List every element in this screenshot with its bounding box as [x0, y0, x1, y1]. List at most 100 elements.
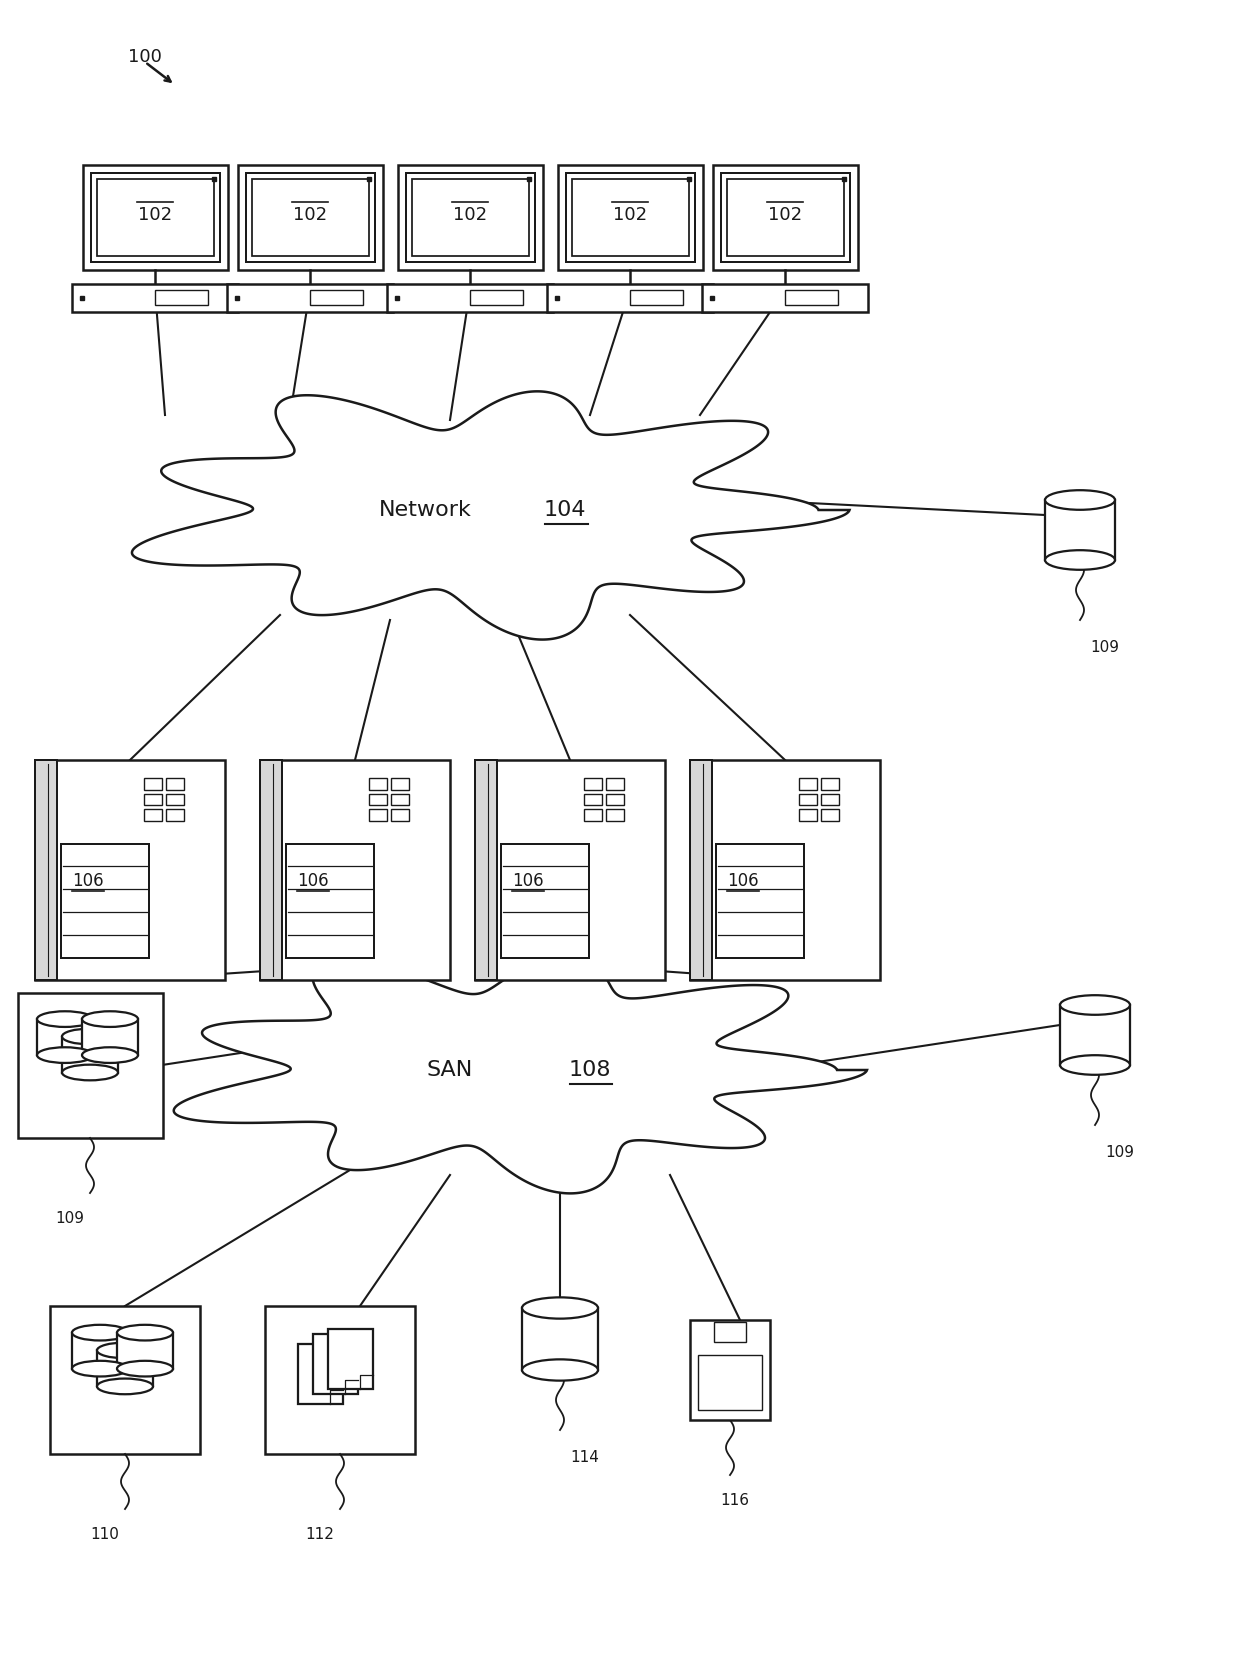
- FancyBboxPatch shape: [144, 794, 162, 805]
- FancyBboxPatch shape: [298, 1344, 343, 1404]
- Text: 104: 104: [544, 500, 587, 520]
- Text: 106: 106: [512, 873, 544, 889]
- Ellipse shape: [1060, 995, 1130, 1015]
- FancyBboxPatch shape: [405, 173, 534, 262]
- FancyBboxPatch shape: [391, 779, 409, 790]
- FancyBboxPatch shape: [475, 760, 497, 980]
- FancyBboxPatch shape: [286, 844, 374, 958]
- FancyBboxPatch shape: [246, 173, 374, 262]
- Text: 106: 106: [728, 873, 759, 889]
- FancyBboxPatch shape: [715, 844, 804, 958]
- FancyBboxPatch shape: [310, 290, 363, 305]
- FancyBboxPatch shape: [558, 164, 703, 270]
- FancyBboxPatch shape: [412, 180, 529, 257]
- FancyBboxPatch shape: [572, 180, 689, 257]
- FancyBboxPatch shape: [144, 809, 162, 821]
- Ellipse shape: [522, 1297, 598, 1319]
- FancyBboxPatch shape: [370, 794, 387, 805]
- FancyBboxPatch shape: [1060, 1005, 1130, 1066]
- Text: 109: 109: [56, 1212, 84, 1227]
- Ellipse shape: [1060, 1055, 1130, 1076]
- Text: 102: 102: [138, 206, 172, 225]
- FancyBboxPatch shape: [606, 809, 624, 821]
- FancyBboxPatch shape: [312, 1334, 358, 1394]
- FancyBboxPatch shape: [329, 1329, 373, 1389]
- FancyBboxPatch shape: [800, 809, 817, 821]
- Ellipse shape: [62, 1064, 118, 1081]
- Ellipse shape: [82, 1047, 138, 1062]
- FancyBboxPatch shape: [702, 284, 868, 312]
- Ellipse shape: [522, 1359, 598, 1381]
- FancyBboxPatch shape: [714, 1322, 746, 1342]
- FancyBboxPatch shape: [398, 164, 543, 270]
- Ellipse shape: [82, 1012, 138, 1027]
- Text: 109: 109: [1090, 639, 1118, 654]
- FancyBboxPatch shape: [260, 760, 281, 980]
- FancyBboxPatch shape: [606, 794, 624, 805]
- Text: SAN: SAN: [427, 1060, 474, 1081]
- FancyBboxPatch shape: [1045, 500, 1115, 560]
- FancyBboxPatch shape: [91, 173, 219, 262]
- FancyBboxPatch shape: [370, 809, 387, 821]
- FancyBboxPatch shape: [689, 1321, 770, 1420]
- FancyBboxPatch shape: [117, 1332, 174, 1369]
- FancyBboxPatch shape: [785, 290, 838, 305]
- Ellipse shape: [97, 1342, 153, 1358]
- Text: 100: 100: [128, 49, 162, 65]
- Text: 108: 108: [569, 1060, 611, 1081]
- FancyBboxPatch shape: [370, 779, 387, 790]
- FancyBboxPatch shape: [62, 1037, 118, 1072]
- FancyBboxPatch shape: [630, 290, 683, 305]
- Ellipse shape: [37, 1012, 93, 1027]
- Ellipse shape: [72, 1326, 128, 1341]
- Text: 102: 102: [453, 206, 487, 225]
- FancyBboxPatch shape: [19, 993, 162, 1138]
- FancyBboxPatch shape: [37, 1019, 93, 1055]
- FancyBboxPatch shape: [97, 1351, 153, 1386]
- Ellipse shape: [117, 1326, 174, 1341]
- Ellipse shape: [37, 1047, 93, 1062]
- FancyBboxPatch shape: [522, 1307, 598, 1369]
- Text: Network: Network: [378, 500, 471, 520]
- FancyBboxPatch shape: [166, 809, 185, 821]
- FancyBboxPatch shape: [265, 1305, 415, 1455]
- FancyBboxPatch shape: [35, 760, 224, 980]
- FancyBboxPatch shape: [83, 164, 228, 270]
- Polygon shape: [131, 391, 849, 639]
- FancyBboxPatch shape: [698, 1356, 763, 1410]
- FancyBboxPatch shape: [727, 180, 844, 257]
- Text: 106: 106: [72, 873, 104, 889]
- FancyBboxPatch shape: [584, 809, 603, 821]
- FancyBboxPatch shape: [50, 1305, 200, 1455]
- FancyBboxPatch shape: [391, 809, 409, 821]
- Text: 116: 116: [720, 1493, 749, 1509]
- Text: 102: 102: [613, 206, 647, 225]
- Text: 110: 110: [91, 1527, 119, 1542]
- Ellipse shape: [1045, 490, 1115, 510]
- FancyBboxPatch shape: [584, 794, 603, 805]
- FancyBboxPatch shape: [821, 809, 839, 821]
- Polygon shape: [174, 956, 867, 1193]
- FancyBboxPatch shape: [821, 779, 839, 790]
- FancyBboxPatch shape: [565, 173, 694, 262]
- FancyBboxPatch shape: [238, 164, 383, 270]
- FancyBboxPatch shape: [387, 284, 553, 312]
- FancyBboxPatch shape: [720, 173, 849, 262]
- Text: 109: 109: [1105, 1144, 1135, 1159]
- FancyBboxPatch shape: [606, 779, 624, 790]
- FancyBboxPatch shape: [713, 164, 858, 270]
- FancyBboxPatch shape: [144, 779, 162, 790]
- FancyBboxPatch shape: [35, 760, 57, 980]
- Ellipse shape: [1045, 550, 1115, 571]
- FancyBboxPatch shape: [689, 760, 712, 980]
- Ellipse shape: [117, 1361, 174, 1376]
- FancyBboxPatch shape: [821, 794, 839, 805]
- FancyBboxPatch shape: [800, 779, 817, 790]
- FancyBboxPatch shape: [501, 844, 589, 958]
- FancyBboxPatch shape: [470, 290, 523, 305]
- FancyBboxPatch shape: [72, 1332, 128, 1369]
- Ellipse shape: [97, 1379, 153, 1394]
- FancyBboxPatch shape: [584, 779, 603, 790]
- FancyBboxPatch shape: [475, 760, 665, 980]
- FancyBboxPatch shape: [82, 1019, 138, 1055]
